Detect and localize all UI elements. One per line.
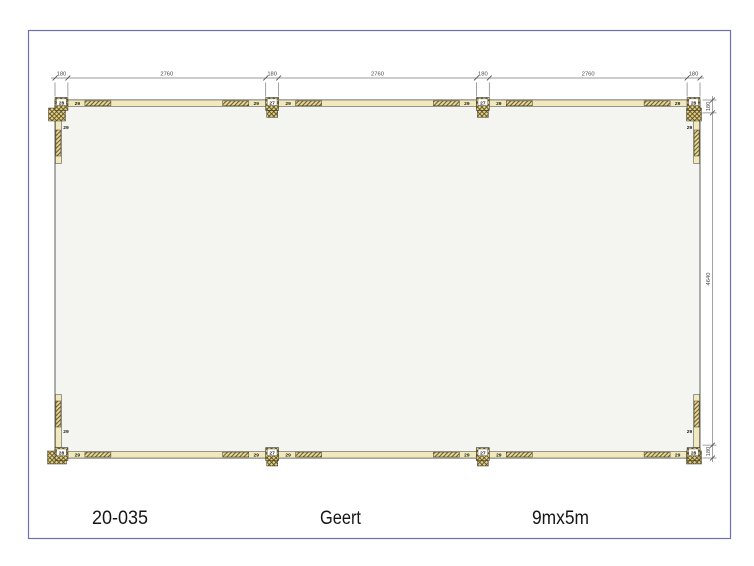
- top-dim-label: 180: [478, 72, 488, 78]
- top-dim-label: 180: [689, 72, 699, 78]
- right-dim-label: 180: [706, 447, 712, 457]
- post-label-chip: [267, 98, 278, 106]
- mid-post-brace: [266, 110, 278, 118]
- beam-label: 29: [464, 452, 470, 458]
- beam-label: 29: [285, 101, 291, 107]
- beam-brace: [222, 100, 249, 107]
- dim-tick: [52, 75, 58, 81]
- post-label: 27: [480, 450, 486, 456]
- top-dim-label: 180: [267, 72, 277, 78]
- post-label-chip: [477, 448, 488, 456]
- post-label: 28: [691, 450, 697, 456]
- project-number: 20-035: [92, 507, 148, 529]
- client-name: Geert: [320, 507, 361, 529]
- side-brace: [693, 129, 700, 157]
- beam-brace: [84, 451, 112, 458]
- top-dim-label: 2760: [371, 72, 384, 78]
- post-label: 28: [59, 450, 65, 456]
- post-label-chip: [688, 448, 699, 456]
- beam-brace: [295, 100, 322, 107]
- title-block: 20-035 Geert 9mx5m: [92, 507, 589, 529]
- post-label-chip: [56, 448, 67, 456]
- dim-tick: [262, 75, 269, 81]
- beam-label: 29: [687, 125, 693, 131]
- dim-tick: [684, 75, 690, 81]
- beam-label: 29: [464, 101, 470, 107]
- beam-brace: [433, 100, 460, 107]
- post-label: 27: [269, 100, 275, 106]
- dim-tick: [275, 75, 282, 81]
- beam-brace: [295, 451, 322, 458]
- post-label: 28: [691, 100, 697, 106]
- beam-label: 29: [675, 101, 681, 107]
- beam-label: 29: [253, 452, 259, 458]
- post-label-chip: [267, 448, 278, 456]
- dim-tick: [65, 75, 71, 81]
- size-label: 9mx5m: [532, 507, 589, 529]
- beam-label: 29: [75, 101, 81, 107]
- top-dim-label: 2760: [160, 72, 173, 78]
- dim-tick: [709, 97, 716, 103]
- beam-label: 29: [285, 452, 291, 458]
- post-label: 27: [480, 100, 486, 106]
- beam-label: 29: [75, 452, 81, 458]
- dim-tick: [473, 75, 480, 81]
- mid-post-brace: [477, 110, 489, 118]
- post-label: 27: [269, 450, 275, 456]
- beam-brace: [433, 451, 460, 458]
- plan-geometry: 29 29 29 29 29 29 29 29 29 29 29 29 29 29 29 29 28 28 27 27…: [47, 72, 717, 467]
- dim-tick: [709, 455, 716, 461]
- dim-tick: [486, 75, 493, 81]
- beam-label: 29: [496, 101, 502, 107]
- post-label-chip: [477, 98, 488, 106]
- beam-brace: [84, 100, 112, 107]
- top-dim-label: 180: [57, 72, 67, 78]
- beam-brace: [506, 100, 533, 107]
- post-label-chip: [688, 98, 699, 106]
- side-brace: [55, 129, 62, 157]
- beam-brace: [222, 451, 249, 458]
- beam-brace: [643, 100, 671, 107]
- beam-label: 29: [253, 101, 259, 107]
- beam-brace: [506, 451, 533, 458]
- beam-label: 29: [496, 452, 502, 458]
- post-label: 28: [59, 100, 65, 106]
- dim-tick: [709, 110, 716, 116]
- beam-label: 29: [675, 452, 681, 458]
- beam-brace: [643, 451, 671, 458]
- top-dim-label: 2760: [582, 72, 595, 78]
- right-dim-label: 4640: [706, 273, 712, 286]
- dim-tick: [709, 442, 716, 448]
- right-dim-label: 180: [706, 102, 712, 112]
- beam-label: 29: [63, 429, 69, 435]
- dim-tick: [697, 75, 703, 81]
- structure-outline: [54, 99, 701, 459]
- side-brace: [55, 400, 62, 428]
- beam-label: 29: [63, 125, 69, 131]
- side-brace: [693, 400, 700, 428]
- beam-label: 29: [687, 429, 693, 435]
- post-label-chip: [56, 98, 67, 106]
